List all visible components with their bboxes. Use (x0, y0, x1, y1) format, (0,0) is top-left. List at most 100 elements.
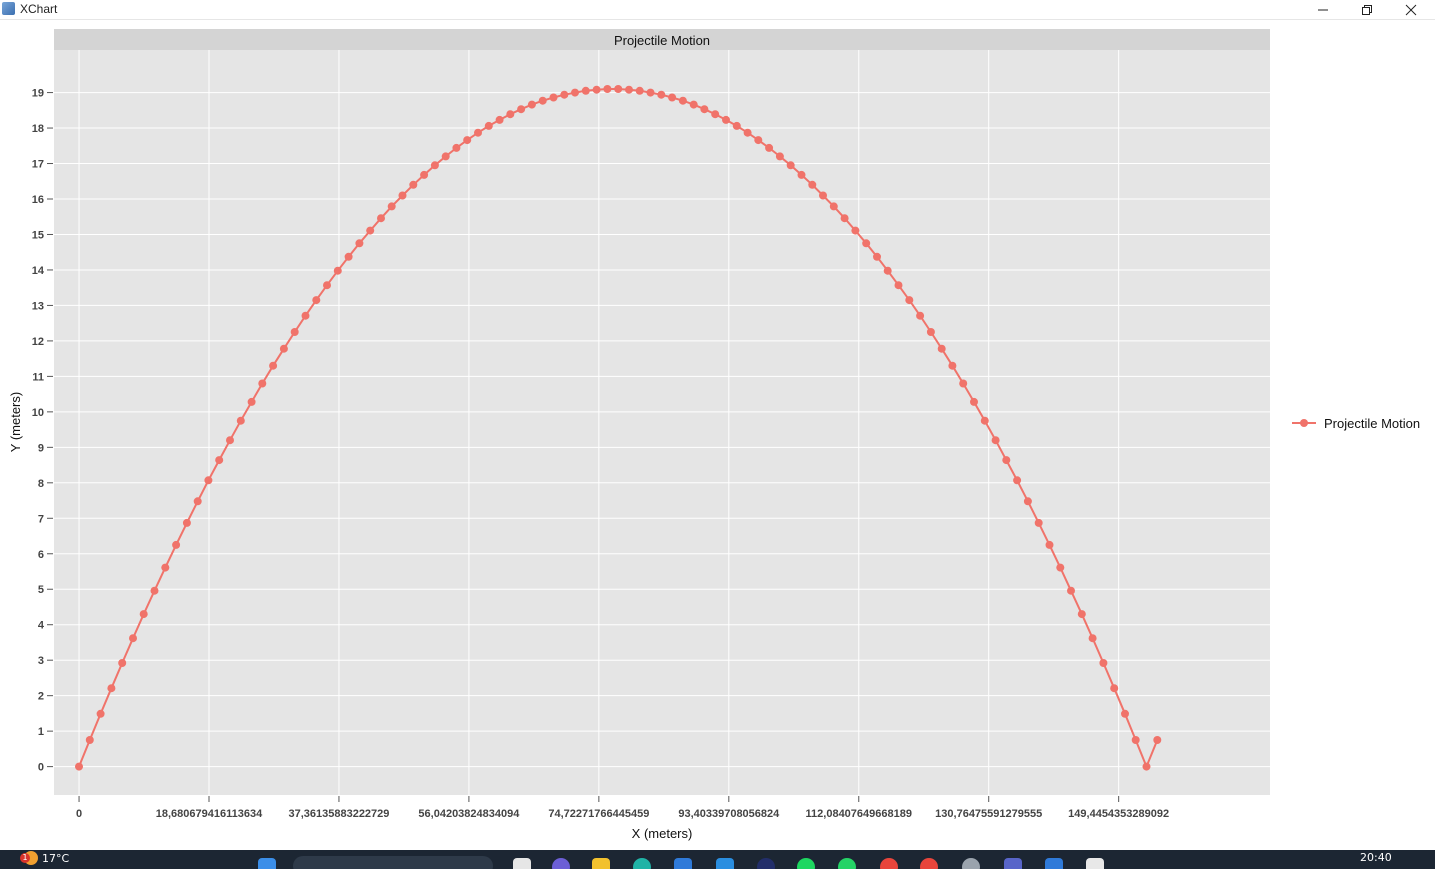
data-point (1121, 709, 1129, 718)
data-point (377, 214, 385, 223)
data-point (150, 586, 159, 595)
data-point (883, 266, 892, 275)
teams-app-icon[interactable] (552, 858, 570, 869)
data-point (1099, 659, 1108, 667)
data-point (193, 497, 202, 506)
data-point (118, 659, 127, 667)
file-explorer-icon[interactable] (592, 858, 610, 869)
data-point (678, 96, 687, 105)
start-windows-icon[interactable] (258, 858, 276, 869)
y-tick-label: 1 (38, 726, 44, 738)
data-point (1045, 540, 1054, 549)
data-point (226, 436, 234, 445)
weather-temperature: 17°C (42, 851, 70, 865)
data-point (1142, 762, 1151, 771)
red-app-icon[interactable] (920, 858, 938, 869)
y-tick-label: 8 (38, 478, 44, 490)
minimize-button[interactable] (1301, 0, 1345, 19)
data-point (430, 161, 439, 170)
settings-gear-icon[interactable] (962, 858, 980, 869)
whatsapp-icon[interactable] (838, 858, 856, 869)
data-point (894, 281, 903, 290)
plot-area (54, 50, 1270, 795)
y-tick-label: 13 (32, 300, 44, 312)
x-tick-label: 130,76475591279555 (935, 808, 1042, 820)
chart-area: Projectile Motion 0123456789101112131415… (0, 20, 1435, 850)
data-point (409, 180, 418, 189)
data-point (614, 85, 623, 93)
data-point (1131, 736, 1140, 744)
data-point (732, 121, 741, 130)
taskbar-search-box[interactable] (293, 856, 493, 869)
java-taskbar-icon[interactable] (1086, 858, 1104, 869)
data-point (668, 93, 677, 102)
data-point (1002, 456, 1011, 465)
data-point (247, 397, 256, 406)
data-point (258, 379, 267, 388)
data-point (625, 85, 633, 94)
data-point (506, 110, 515, 119)
store-app-icon[interactable] (674, 858, 692, 869)
series-projectile-motion (75, 85, 1162, 771)
data-point (517, 105, 526, 114)
data-point (323, 281, 331, 290)
data-point (797, 170, 806, 179)
restore-button[interactable] (1345, 0, 1389, 19)
data-point (1153, 736, 1162, 744)
x-tick-label: 112,08407649668189 (806, 808, 912, 820)
data-point (581, 86, 590, 95)
data-point (452, 143, 461, 152)
data-point (560, 90, 569, 99)
data-point (387, 202, 396, 211)
data-point (592, 85, 601, 94)
weather-widget[interactable]: 1 17°C (20, 851, 70, 865)
file-app-icon[interactable] (513, 858, 531, 869)
data-point (161, 563, 170, 572)
x-tick-label: 74,72271766445459 (548, 808, 649, 820)
data-point (366, 226, 375, 235)
data-point (1056, 563, 1065, 572)
taskbar-clock: 20:40 (1360, 851, 1392, 864)
weather-sun-icon: 1 (20, 851, 38, 865)
outlook-icon[interactable] (1045, 858, 1063, 869)
vscode-icon[interactable] (716, 858, 734, 869)
data-point (398, 191, 407, 200)
edge-browser-icon[interactable] (633, 858, 651, 869)
data-point (333, 266, 342, 275)
data-point (840, 214, 849, 223)
data-point (344, 252, 353, 261)
data-point (970, 397, 978, 406)
data-point (538, 96, 547, 105)
data-point (819, 191, 827, 200)
data-point (980, 416, 989, 425)
data-point (96, 709, 105, 718)
spotify-icon[interactable] (797, 858, 815, 869)
data-point (107, 684, 116, 693)
close-icon (1405, 4, 1417, 15)
eclipse-icon[interactable] (757, 858, 775, 869)
y-tick-label: 19 (32, 88, 44, 100)
teams-work-icon[interactable] (1004, 858, 1022, 869)
data-point (527, 100, 536, 109)
data-point (269, 361, 278, 370)
taskbar: 1 17°C 20:40 (0, 850, 1435, 869)
data-point (463, 136, 472, 145)
data-point (420, 170, 429, 179)
data-point (635, 86, 644, 95)
y-tick-label: 2 (38, 691, 44, 703)
y-tick-label: 7 (38, 513, 44, 525)
y-tick-label: 3 (38, 655, 44, 667)
data-point (279, 344, 288, 353)
chrome-icon[interactable] (880, 858, 898, 869)
close-button[interactable] (1389, 0, 1433, 19)
y-tick-label: 16 (32, 194, 44, 206)
data-point (85, 736, 94, 744)
x-tick-label: 56,04203824834094 (418, 808, 520, 820)
data-point (916, 311, 925, 320)
data-point (290, 328, 299, 336)
notification-badge: 1 (20, 853, 30, 863)
data-point (139, 610, 148, 619)
y-tick-label: 10 (32, 407, 44, 419)
data-point (215, 456, 224, 465)
y-tick-label: 14 (32, 265, 45, 277)
